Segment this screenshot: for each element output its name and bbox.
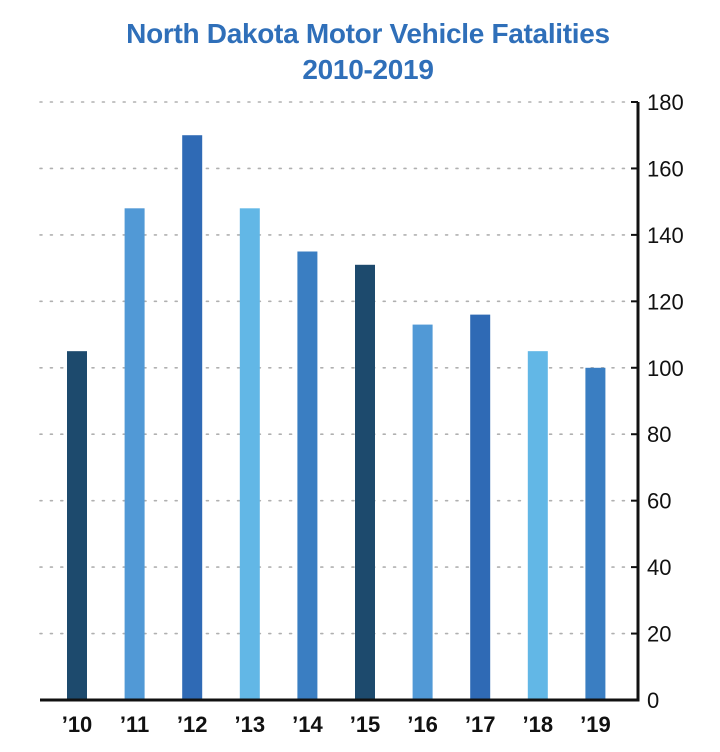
y-tick-label: 60 bbox=[647, 489, 671, 514]
y-tick-label: 40 bbox=[647, 555, 671, 580]
chart-title-line-2: 2010-2019 bbox=[302, 54, 434, 85]
bar bbox=[67, 351, 87, 700]
bar bbox=[124, 208, 145, 700]
x-tick-label: ’10 bbox=[62, 712, 93, 737]
x-tick-label: ’13 bbox=[235, 712, 266, 737]
chart-title: North Dakota Motor Vehicle Fatalities 20… bbox=[0, 16, 720, 88]
y-tick-label: 0 bbox=[647, 688, 659, 713]
y-tick-labels: 0 20 40 60 80 100 120 140 160 180 bbox=[647, 90, 684, 713]
x-tick-label: ’15 bbox=[350, 712, 381, 737]
bar bbox=[297, 251, 318, 700]
bar bbox=[585, 367, 606, 700]
x-tick-label: ’18 bbox=[523, 712, 554, 737]
y-tick-label: 160 bbox=[647, 156, 684, 181]
axes bbox=[40, 101, 640, 702]
bar bbox=[239, 208, 260, 700]
bars bbox=[67, 135, 606, 701]
x-tick-labels: ’10 ’11 ’12 ’13 ’14 ’15 ’16 ’17 ’18 ’19 bbox=[62, 712, 611, 737]
y-tick-label: 80 bbox=[647, 422, 671, 447]
chart-title-line-1: North Dakota Motor Vehicle Fatalities bbox=[126, 18, 610, 49]
x-tick-label: ’11 bbox=[120, 712, 149, 737]
x-tick-label: ’19 bbox=[580, 712, 611, 737]
y-tick-label: 100 bbox=[647, 356, 684, 381]
x-tick-label: ’16 bbox=[407, 712, 438, 737]
y-tick-label: 180 bbox=[647, 90, 684, 115]
x-tick-label: ’12 bbox=[177, 712, 208, 737]
x-tick-label: ’14 bbox=[292, 712, 323, 737]
bar bbox=[470, 314, 491, 700]
x-tick-label: ’17 bbox=[465, 712, 496, 737]
bar bbox=[182, 135, 203, 701]
bar bbox=[527, 351, 548, 700]
bar bbox=[412, 324, 433, 700]
y-tick-label: 20 bbox=[647, 622, 671, 647]
y-tick-label: 120 bbox=[647, 289, 684, 314]
bar bbox=[355, 264, 375, 700]
y-tick-label: 140 bbox=[647, 223, 684, 248]
